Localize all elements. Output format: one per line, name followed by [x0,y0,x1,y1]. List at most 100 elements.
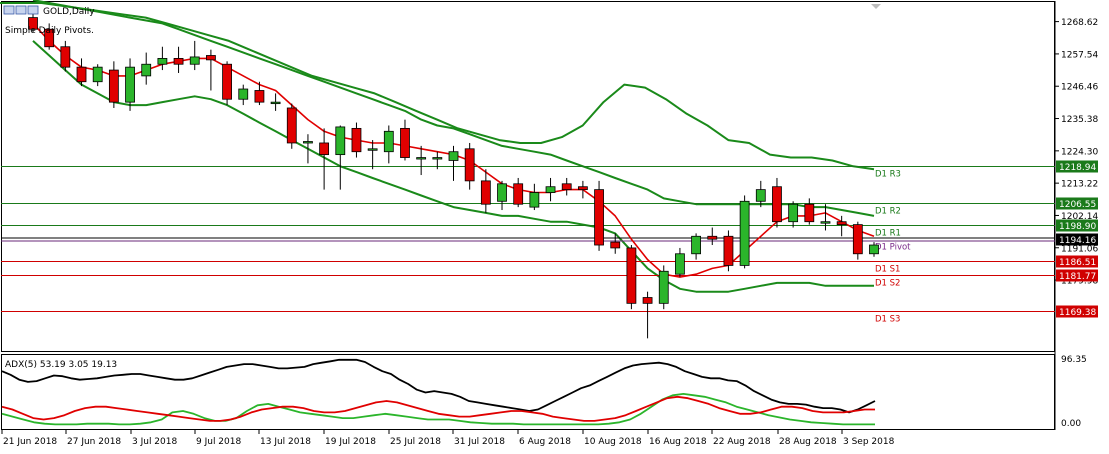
candle-body [351,127,362,153]
chart-window-icon[interactable] [27,5,39,15]
y-tick-label: 1268.62 [1061,18,1098,28]
x-tick-label: 3 Jul 2018 [132,437,177,447]
x-tick-label: 16 Aug 2018 [649,437,707,447]
y-tick-label: 1179.98 [1061,277,1098,287]
indicator-note: Simple Daily Pivots. [5,26,94,36]
x-tick-label: 28 Aug 2018 [779,437,837,447]
y-tick-label: 1191.06 [1061,244,1098,254]
price-tag-label: 1206.55 [1059,200,1096,210]
candle-body [141,63,152,77]
adx-main-line [1,358,876,414]
adx-tick-label: 96.35 [1061,355,1087,365]
pivot-label: D1 S1 [875,265,900,275]
price-tag-label: 1169.38 [1059,308,1096,318]
x-axis-labels: 21 Jun 2018 27 Jun 2018 3 Jul 2018 9 Jul 20… [1,430,895,447]
chart-window-icon[interactable] [15,5,27,15]
candle-body [869,244,879,255]
candle-body [642,297,653,304]
price-tag [1056,219,1098,232]
lower-band-line [32,40,874,293]
candle-body [383,130,394,153]
candle-body [820,221,831,224]
adx-layer: 96.35 0.00 [1,355,1087,429]
candle-body [529,192,540,208]
y-tick-label: 1202.14 [1061,212,1098,222]
candle-body [497,183,507,202]
price-tag-label: 1186.51 [1059,258,1096,268]
candle-body [254,90,265,103]
candle-body [400,127,410,158]
pivot-label: D1 S3 [875,315,900,325]
y-tick-label: 1213.22 [1061,180,1098,190]
candle-body [707,235,718,240]
candle-body [691,235,701,255]
x-tick-label: 19 Jul 2018 [325,437,376,447]
y-tick-label: 1224.30 [1061,147,1098,157]
adx-plus-di-line [1,392,875,426]
candle-body [319,142,330,156]
candle-body [303,141,313,144]
pivot-label: D1 R2 [875,207,901,217]
x-tick-label: 9 Jul 2018 [196,437,241,447]
candle-body [658,270,669,304]
candle-body [836,221,847,226]
price-tag-label: 1218.94 [1059,163,1096,173]
pivot-label: D1 R1 [875,229,901,239]
x-tick-label: 22 Aug 2018 [713,437,771,447]
candle-body [561,183,572,191]
candle-body [788,203,799,223]
candles-layer [28,10,879,339]
price-tag [1056,160,1098,173]
candle-body [173,58,184,65]
candle-body [594,189,604,246]
candle-body [755,189,766,202]
price-tag [1056,233,1098,246]
candle-body [206,55,216,61]
price-tag [1056,197,1098,210]
candle-body [286,107,297,144]
price-tag [1056,255,1098,268]
candle-body [416,157,427,160]
price-tag-label: 1198.90 [1059,222,1096,232]
y-tick-label: 1246.46 [1061,83,1098,93]
candle-body [76,66,87,83]
candle-body [432,157,443,160]
candle-body [723,235,734,266]
candle-body [222,63,232,100]
candle-body [675,253,685,275]
candle-body [480,180,491,205]
pivot-price-tags: 1218.94 1206.55 1198.90 1194.16 1186.51 1181.… [1056,160,1098,318]
chart-window-icon[interactable] [3,5,15,15]
y-tick-label: 1235.38 [1061,115,1098,125]
candle-body [852,224,863,255]
x-tick-label: 10 Aug 2018 [584,437,642,447]
y-axis-labels: 1268.62 1257.54 1246.46 1235.38 1224.30 1213.… [1055,18,1098,287]
pivot-label: D1 S2 [875,279,900,289]
bands-layer [0,0,875,293]
price-tag [1056,305,1098,318]
x-tick-label: 3 Sep 2018 [843,437,895,447]
candle-body [772,186,782,223]
pivot-label: D1 Pivot [875,243,911,253]
candle-body [626,247,637,304]
candle-body [739,200,750,266]
x-tick-label: 27 Jun 2018 [67,437,121,447]
candle-body [335,126,346,156]
candle-body [125,66,135,103]
adx-label: ADX(5) 53.19 3.05 19.13 [5,360,117,370]
candle-body [610,241,621,249]
adx-tick-label: 0.00 [1061,419,1081,429]
candle-body [60,46,71,68]
candle-body [28,17,38,30]
x-tick-label: 31 Jul 2018 [454,437,505,447]
x-tick-label: 25 Jul 2018 [390,437,441,447]
candle-body [108,69,119,103]
y-tick-label: 1257.54 [1061,50,1098,60]
price-tag [1056,269,1098,282]
symbol-label: GOLD,Daily [43,7,95,17]
price-tag-label: 1194.16 [1059,236,1096,246]
scroll-marker-icon[interactable] [871,4,881,9]
candle-body [804,203,815,223]
